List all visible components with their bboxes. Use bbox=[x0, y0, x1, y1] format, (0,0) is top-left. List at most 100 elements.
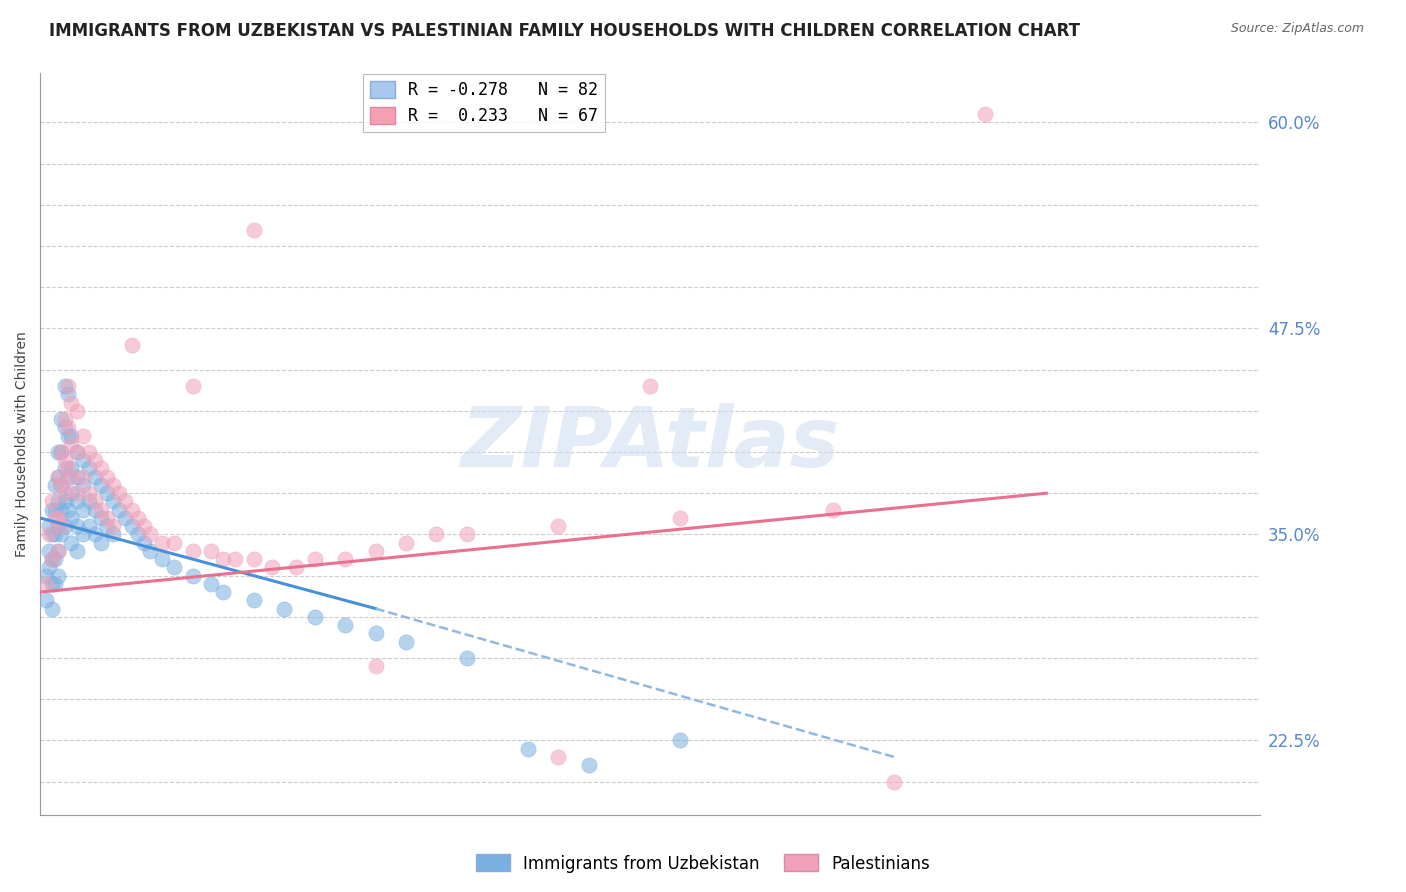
Point bbox=[669, 733, 692, 747]
Point bbox=[51, 445, 73, 459]
Point bbox=[56, 379, 79, 393]
Point bbox=[90, 535, 112, 549]
Point bbox=[77, 461, 100, 475]
Point bbox=[38, 544, 60, 558]
Point bbox=[53, 379, 76, 393]
Point bbox=[66, 519, 89, 533]
Point bbox=[48, 519, 70, 533]
Point bbox=[212, 552, 235, 566]
Point bbox=[56, 502, 79, 516]
Point bbox=[181, 379, 204, 393]
Point bbox=[48, 568, 70, 582]
Point bbox=[53, 461, 76, 475]
Point bbox=[163, 560, 186, 574]
Point bbox=[66, 494, 89, 508]
Point bbox=[51, 412, 73, 426]
Point bbox=[103, 527, 125, 541]
Point bbox=[59, 535, 82, 549]
Point bbox=[242, 222, 264, 236]
Point bbox=[72, 428, 94, 442]
Point bbox=[51, 502, 73, 516]
Point bbox=[72, 453, 94, 467]
Text: IMMIGRANTS FROM UZBEKISTAN VS PALESTINIAN FAMILY HOUSEHOLDS WITH CHILDREN CORREL: IMMIGRANTS FROM UZBEKISTAN VS PALESTINIA… bbox=[49, 22, 1080, 40]
Point bbox=[77, 445, 100, 459]
Point bbox=[108, 486, 131, 500]
Point bbox=[53, 420, 76, 434]
Point bbox=[547, 519, 569, 533]
Point bbox=[96, 486, 118, 500]
Point bbox=[132, 519, 155, 533]
Point bbox=[90, 502, 112, 516]
Point bbox=[41, 494, 63, 508]
Point bbox=[150, 552, 173, 566]
Point bbox=[35, 568, 58, 582]
Point bbox=[212, 585, 235, 599]
Point bbox=[200, 577, 222, 591]
Point bbox=[77, 494, 100, 508]
Point bbox=[35, 593, 58, 607]
Point bbox=[48, 544, 70, 558]
Point bbox=[72, 527, 94, 541]
Point bbox=[84, 527, 107, 541]
Point bbox=[53, 519, 76, 533]
Point bbox=[425, 527, 447, 541]
Point bbox=[285, 560, 308, 574]
Point bbox=[56, 461, 79, 475]
Point bbox=[96, 519, 118, 533]
Point bbox=[132, 535, 155, 549]
Point bbox=[59, 469, 82, 483]
Point bbox=[41, 552, 63, 566]
Point bbox=[304, 552, 326, 566]
Point bbox=[456, 651, 478, 665]
Point bbox=[638, 379, 661, 393]
Point bbox=[38, 519, 60, 533]
Point bbox=[395, 634, 418, 648]
Point bbox=[333, 618, 356, 632]
Point bbox=[224, 552, 246, 566]
Point bbox=[56, 428, 79, 442]
Point bbox=[181, 544, 204, 558]
Y-axis label: Family Households with Children: Family Households with Children bbox=[15, 331, 30, 557]
Point bbox=[51, 445, 73, 459]
Point bbox=[53, 486, 76, 500]
Point bbox=[56, 420, 79, 434]
Point bbox=[44, 478, 66, 492]
Point bbox=[66, 445, 89, 459]
Point bbox=[139, 544, 162, 558]
Point bbox=[127, 527, 149, 541]
Point bbox=[59, 436, 82, 450]
Point bbox=[59, 461, 82, 475]
Point bbox=[90, 478, 112, 492]
Point bbox=[84, 453, 107, 467]
Point bbox=[821, 502, 844, 516]
Point bbox=[121, 502, 143, 516]
Point bbox=[517, 741, 540, 756]
Point bbox=[364, 544, 387, 558]
Point bbox=[103, 478, 125, 492]
Point bbox=[77, 486, 100, 500]
Point bbox=[59, 395, 82, 409]
Point bbox=[44, 577, 66, 591]
Point bbox=[66, 544, 89, 558]
Point bbox=[578, 758, 600, 772]
Point bbox=[77, 519, 100, 533]
Point bbox=[273, 601, 295, 615]
Point bbox=[66, 469, 89, 483]
Legend: R = -0.278   N = 82, R =  0.233   N = 67: R = -0.278 N = 82, R = 0.233 N = 67 bbox=[363, 74, 605, 132]
Point bbox=[48, 544, 70, 558]
Point bbox=[114, 494, 136, 508]
Point bbox=[41, 502, 63, 516]
Point bbox=[53, 494, 76, 508]
Point bbox=[84, 494, 107, 508]
Point bbox=[200, 544, 222, 558]
Point bbox=[53, 412, 76, 426]
Point bbox=[90, 461, 112, 475]
Point bbox=[96, 469, 118, 483]
Point bbox=[333, 552, 356, 566]
Point bbox=[304, 609, 326, 624]
Point bbox=[127, 511, 149, 525]
Point bbox=[44, 511, 66, 525]
Point bbox=[66, 404, 89, 418]
Point bbox=[364, 659, 387, 673]
Point bbox=[395, 535, 418, 549]
